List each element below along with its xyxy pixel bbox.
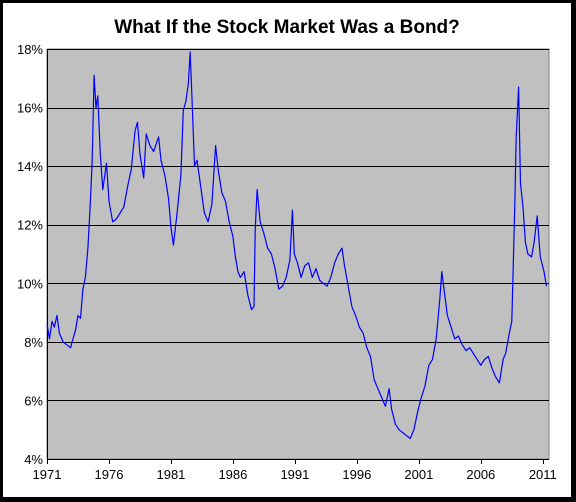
chart-title: What If the Stock Market Was a Bond? [114, 17, 460, 38]
y-tick-label: 8% [24, 335, 43, 350]
plot-background [46, 48, 550, 460]
line-chart: What If the Stock Market Was a Bond? 4% 6… [17, 17, 557, 482]
y-axis-ticks: 4% 6% 8% 10% 12% 14% 16% 18% [17, 42, 43, 467]
x-tick-label: 1976 [95, 467, 124, 482]
x-tick-label: 1996 [342, 467, 371, 482]
x-tick-label: 1991 [280, 467, 309, 482]
x-tick-label: 2001 [404, 467, 433, 482]
y-tick-label: 10% [17, 276, 43, 291]
x-axis-ticks: 1971 1976 1981 1986 1991 1996 2001 2006 2011 [33, 467, 557, 482]
y-tick-label: 12% [17, 218, 43, 233]
x-tick-label: 1971 [33, 467, 62, 482]
series-line-0 [46, 51, 548, 440]
y-tick-label: 14% [17, 159, 43, 174]
y-tick-label: 4% [24, 452, 43, 467]
plot-area [46, 48, 550, 464]
x-tick-label: 2011 [529, 467, 557, 482]
x-tick-label: 1986 [218, 467, 247, 482]
x-tick-label: 2006 [466, 467, 495, 482]
x-tick-label: 1981 [156, 467, 185, 482]
y-tick-label: 16% [17, 101, 43, 116]
y-tick-label: 18% [17, 42, 43, 57]
chart-frame: What If the Stock Market Was a Bond? 4% 6… [2, 2, 572, 498]
y-tick-label: 6% [24, 393, 43, 408]
